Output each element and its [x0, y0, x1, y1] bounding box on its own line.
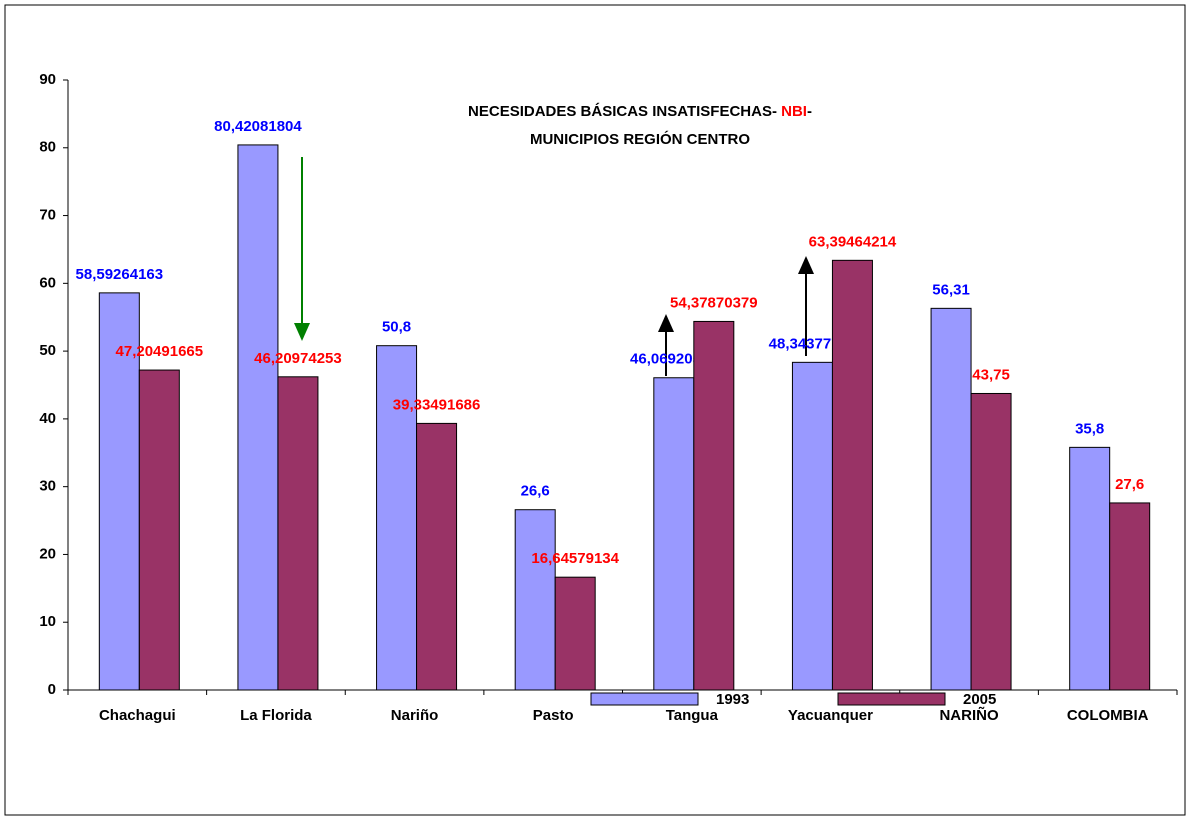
y-tick-label: 0	[48, 681, 56, 698]
x-tick-label: Chachagui	[99, 707, 176, 724]
y-tick-label: 10	[39, 613, 56, 630]
value-label: 80,42081804	[214, 118, 302, 135]
bar	[138, 369, 180, 691]
bar	[930, 307, 972, 691]
value-label: 54,37870379	[670, 294, 758, 311]
x-tick-label: COLOMBIA	[1067, 707, 1149, 724]
bar	[693, 320, 735, 691]
legend-swatch	[590, 692, 699, 706]
y-tick-label: 40	[39, 410, 56, 427]
bar	[237, 144, 279, 691]
bar	[1109, 502, 1151, 691]
value-label: 58,59264163	[76, 266, 164, 283]
value-label: 16,64579134	[531, 550, 619, 567]
bar	[791, 361, 833, 691]
title-part: -	[807, 103, 812, 120]
bar	[376, 345, 418, 691]
y-tick-label: 30	[39, 478, 56, 495]
x-tick-label: Nariño	[391, 707, 439, 724]
bar	[98, 292, 140, 691]
value-label: 50,8	[382, 319, 411, 336]
value-label: 63,39464214	[809, 233, 897, 250]
y-tick-label: 50	[39, 342, 56, 359]
bar	[970, 392, 1012, 691]
x-tick-label: NARIÑO	[939, 706, 998, 724]
x-tick-label: La Florida	[240, 707, 312, 724]
y-tick-label: 90	[39, 71, 56, 88]
value-label: 35,8	[1075, 420, 1104, 437]
bar	[1069, 446, 1111, 691]
bar	[514, 509, 556, 691]
value-label: 56,31	[932, 281, 970, 298]
bar	[831, 259, 873, 691]
chart-title: MUNICIPIOS REGIÓN CENTRO	[530, 130, 750, 148]
x-tick-label: Tangua	[666, 707, 719, 724]
value-label: 27,6	[1115, 476, 1144, 493]
x-tick-label: Pasto	[533, 707, 574, 724]
x-tick-label: Yacuanquer	[788, 707, 873, 724]
title-part: NECESIDADES BÁSICAS INSATISFECHAS-	[468, 103, 781, 120]
legend-label: 1993	[716, 691, 749, 708]
legend-swatch	[837, 692, 946, 706]
title-part: NBI	[781, 103, 807, 120]
value-label: 26,6	[521, 483, 550, 500]
value-label: 47,20491665	[116, 343, 204, 360]
bar	[277, 376, 319, 691]
bar	[653, 377, 695, 691]
legend-label: 2005	[963, 691, 996, 708]
value-label: 43,75	[972, 366, 1010, 383]
chart-title: NECESIDADES BÁSICAS INSATISFECHAS- NBI-	[468, 103, 812, 120]
y-tick-label: 80	[39, 139, 56, 156]
y-tick-label: 20	[39, 545, 56, 562]
y-tick-label: 70	[39, 207, 56, 224]
y-tick-label: 60	[39, 274, 56, 291]
bar	[416, 422, 458, 691]
value-label: 46,20974253	[254, 350, 342, 367]
bar	[554, 576, 596, 691]
value-label: 39,33491686	[393, 396, 481, 413]
